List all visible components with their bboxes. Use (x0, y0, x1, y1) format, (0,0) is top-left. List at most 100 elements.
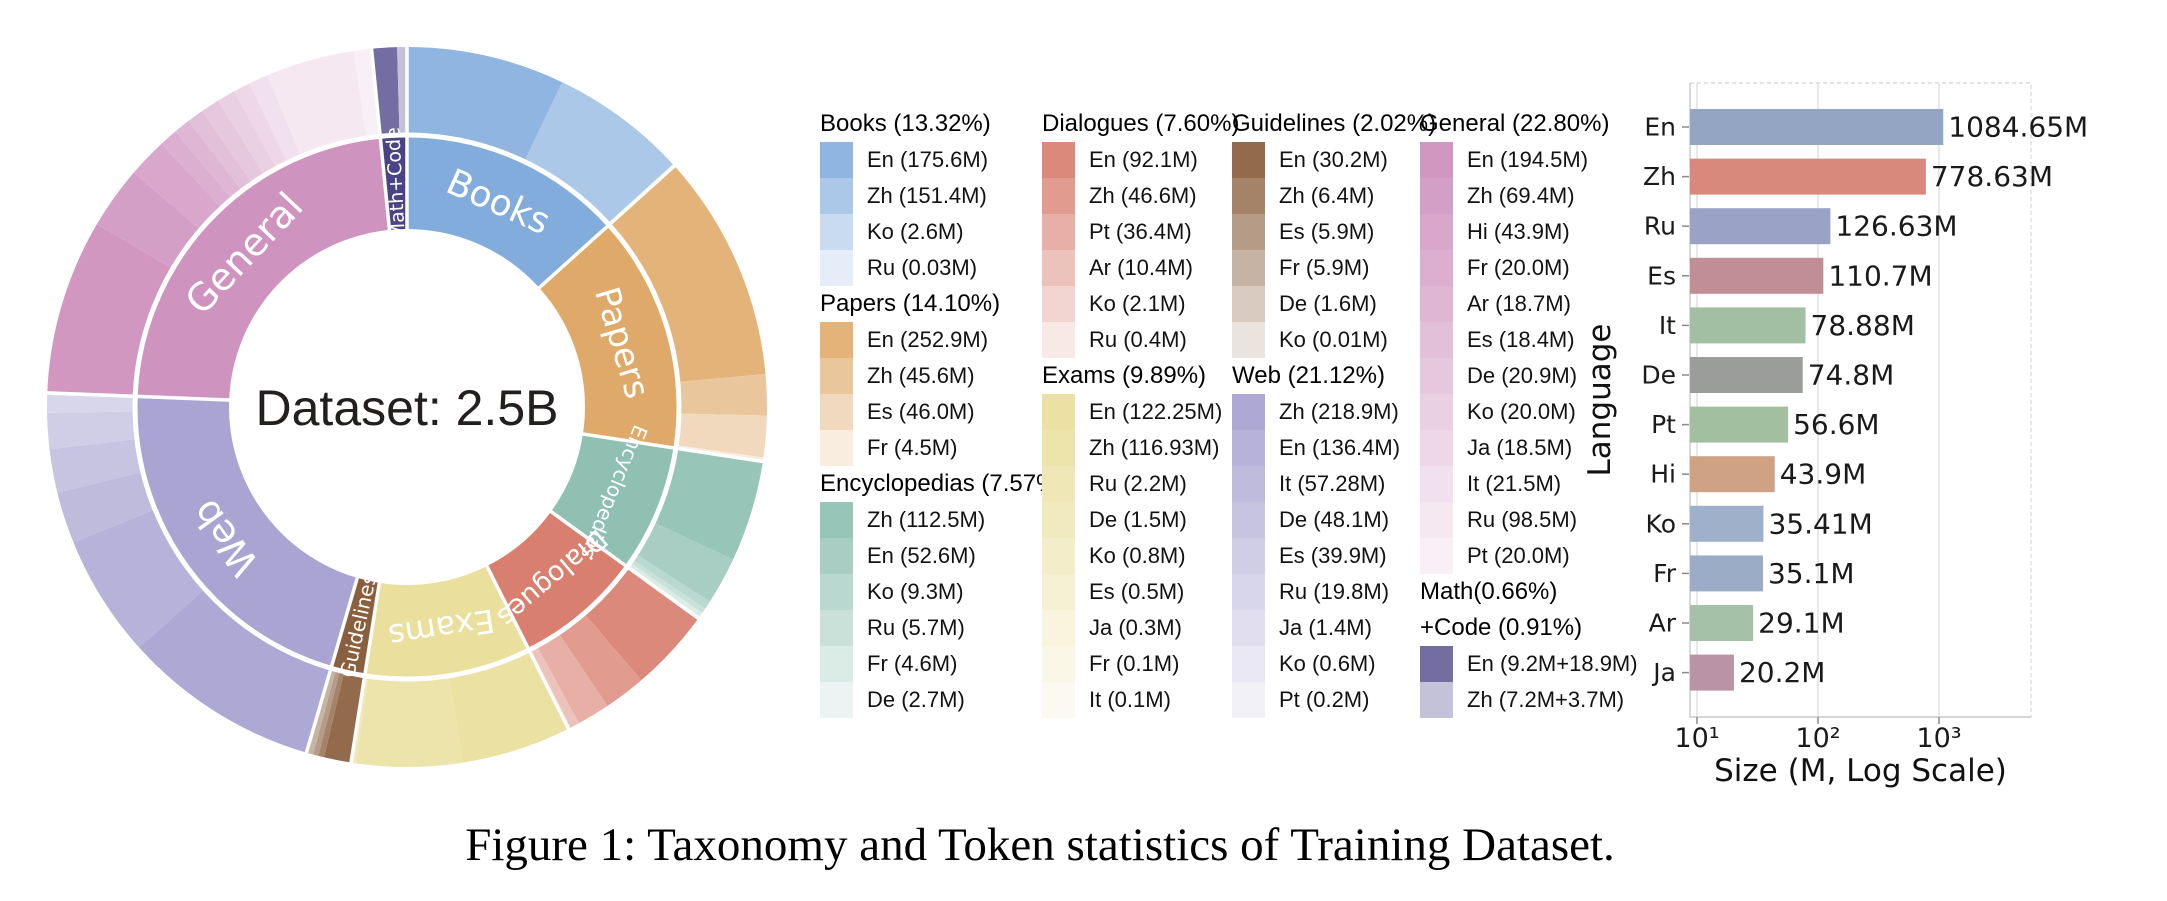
donut-outer-exams-ru (353, 678, 369, 764)
legend-item-label: En (52.6M) (867, 543, 976, 568)
legend-swatch (820, 358, 853, 394)
legend-item-label: Hi (43.9M) (1467, 219, 1570, 244)
legend-item: Ja (1.4M) (1232, 610, 1436, 646)
bar-ko (1690, 505, 1764, 542)
figure-caption: Figure 1: Taxonomy and Token statistics … (465, 819, 1615, 871)
legend-item: Ko (0.8M) (1042, 538, 1239, 574)
legend-item-label: En (122.25M) (1089, 399, 1223, 424)
legend-swatch (1042, 394, 1075, 430)
legend-item: It (21.5M) (1420, 466, 1638, 502)
legend-item: Ko (2.1M) (1042, 286, 1239, 322)
legend-item: Ar (18.7M) (1420, 286, 1638, 322)
legend-item: Fr (5.9M) (1232, 250, 1436, 286)
legend-swatch (820, 574, 853, 610)
legend-item: Ko (20.0M) (1420, 394, 1638, 430)
legend-item-label: Es (46.0M) (867, 399, 975, 424)
legend-item: Pt (36.4M) (1042, 214, 1239, 250)
donut-outer-general-ar (175, 120, 241, 198)
legend-item: Ru (19.8M) (1232, 574, 1436, 610)
legend-item: Es (46.0M) (820, 394, 1065, 430)
legend-item-label: Pt (0.2M) (1279, 687, 1370, 712)
legend-item-label: De (48.1M) (1279, 507, 1390, 532)
legend-item-label: Ja (18.5M) (1467, 435, 1573, 460)
donut-outer-papers-en (610, 165, 766, 382)
legend-item: Zh (151.4M) (820, 178, 1065, 214)
legend-item: Fr (4.5M) (820, 430, 1065, 466)
legend-item: Ko (2.6M) (820, 214, 1065, 250)
legend-item: Hi (43.9M) (1420, 214, 1638, 250)
legend-group-books: Books (13.32%) En (175.6M) Zh (151.4M) Ko (… (820, 106, 1065, 286)
legend-item-label: Ru (0.4M) (1089, 327, 1187, 352)
y-tick-label: It (1659, 311, 1676, 340)
legend-item-label: Es (39.9M) (1279, 543, 1387, 568)
y-tick-label: Ja (1651, 658, 1676, 687)
legend-group-header: Exams (9.89%) (1042, 362, 1207, 389)
legend-item-label: De (2.7M) (867, 687, 965, 712)
legend-group-header: Encyclopedias (7.57%) (820, 470, 1066, 497)
donut-outer-dialogues-pt (537, 634, 608, 724)
x-tick-label: 10³ (1916, 723, 1961, 754)
legend-swatch (1042, 682, 1075, 718)
legend-swatch (1042, 250, 1075, 286)
legend-item-label: Ko (9.3M) (867, 579, 964, 604)
legend-item-label: It (21.5M) (1467, 471, 1562, 496)
donut-outer-web-es (47, 411, 135, 450)
legend-item-label: Zh (112.5M) (867, 507, 986, 532)
legend-swatch (1232, 466, 1265, 502)
donut-outer-exams-de (352, 677, 367, 764)
legend-item-label: Zh (116.93M) (1089, 435, 1220, 460)
legend-column-3: Guidelines (2.02%) En (30.2M) Zh (6.4M) Es … (1232, 106, 1436, 718)
legend-swatch (1420, 682, 1453, 718)
bar-es (1690, 257, 1824, 294)
legend-item: Es (5.9M) (1232, 214, 1436, 250)
donut-outer-encyclopedias-fr (629, 563, 703, 617)
bar-value-label: 74.8M (1808, 359, 1895, 392)
legend-item: Ja (0.3M) (1042, 610, 1239, 646)
legend-item: De (2.7M) (820, 682, 1065, 718)
legend-item-label: De (1.5M) (1089, 507, 1187, 532)
legend-item-label: En (92.1M) (1089, 147, 1198, 172)
donut-outer-guidelines-es (313, 671, 340, 756)
plot-border-dashed (1690, 82, 2032, 717)
legend-swatch (1232, 538, 1265, 574)
legend-item-label: Ko (0.01M) (1279, 327, 1388, 352)
y-tick-label: Ru (1644, 212, 1676, 241)
legend-item-label: Es (18.4M) (1467, 327, 1575, 352)
legend-swatch (1042, 286, 1075, 322)
legend-group-header: Books (13.32%) (820, 110, 991, 137)
y-tick-label: Pt (1651, 410, 1676, 439)
bar-ar (1690, 605, 1754, 641)
legend-swatch (1042, 646, 1075, 682)
legend-group-header: Dialogues (7.60%) (1042, 110, 1240, 137)
legend-swatch (820, 682, 853, 718)
segment-separator (369, 42, 392, 237)
legend-item-label: Ko (0.6M) (1279, 651, 1376, 676)
donut-outer-web-it (57, 472, 154, 543)
bar-value-label: 126.63M (1835, 210, 1957, 243)
donut-center-label: Dataset: 2.5B (255, 380, 559, 436)
legend-item: Fr (0.1M) (1042, 646, 1239, 682)
legend-swatch (820, 250, 853, 286)
legend-item: Ru (0.03M) (820, 250, 1065, 286)
y-tick-label: Ar (1649, 609, 1677, 638)
donut-outer-encyclopedias-ko (633, 555, 710, 609)
y-tick-label: Hi (1650, 460, 1676, 489)
legend-swatch (1420, 394, 1453, 430)
legend-swatch (1232, 250, 1265, 286)
legend-item-label: Ko (20.0M) (1467, 399, 1576, 424)
legend-item-label: Zh (45.6M) (867, 363, 975, 388)
legend-item: En (194.5M) (1420, 142, 1638, 178)
donut-outer-web-de (49, 439, 141, 493)
legend-item-label: Es (5.9M) (1279, 219, 1375, 244)
legend-item-label: Ko (2.6M) (867, 219, 964, 244)
legend-item: En (136.4M) (1232, 430, 1436, 466)
legend-item: Ko (0.6M) (1232, 646, 1436, 682)
legend-swatch (1042, 142, 1075, 178)
legend-item: En (175.6M) (820, 142, 1065, 178)
y-tick-label: Zh (1643, 162, 1676, 191)
legend-item: Zh (6.4M) (1232, 178, 1436, 214)
donut-segment-web (136, 396, 358, 667)
legend-item-label: Ar (10.4M) (1089, 255, 1193, 280)
legend-column-4: General (22.80%) En (194.5M) Zh (69.4M) Hi … (1420, 106, 1638, 718)
segment-separator (533, 160, 680, 294)
